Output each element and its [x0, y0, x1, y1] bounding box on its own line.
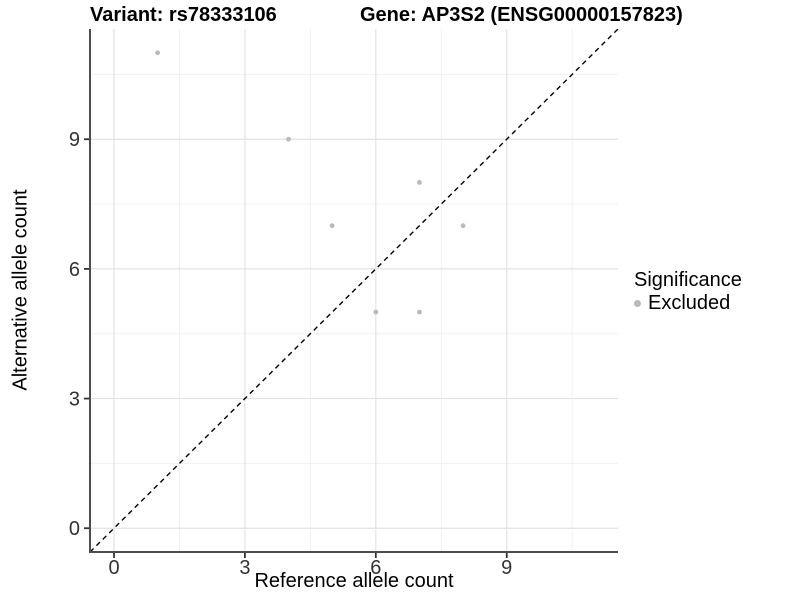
identity-dashed-line — [89, 28, 619, 553]
x-tick-label: 0 — [108, 557, 119, 579]
data-point — [417, 180, 422, 185]
plot-title-gene: Gene: AP3S2 (ENSG00000157823) — [360, 4, 683, 26]
y-tick-label: 0 — [69, 518, 80, 540]
data-point — [373, 309, 379, 315]
data-point — [417, 309, 422, 315]
data-point — [286, 136, 291, 142]
x-tick-label: 6 — [370, 557, 381, 579]
x-axis-title: Reference allele count — [254, 570, 454, 592]
x-tick-label: 9 — [501, 557, 512, 579]
y-tick-label: 6 — [69, 259, 80, 281]
legend-title: Significance — [634, 269, 742, 291]
y-tick-label: 9 — [69, 129, 80, 151]
plot-title-variant: Variant: rs78333106 — [90, 4, 277, 26]
y-tick-label: 3 — [69, 389, 80, 411]
x-tick-label: 3 — [239, 557, 250, 579]
legend-marker-circle-icon — [634, 299, 641, 307]
legend-item-excluded: Excluded — [634, 292, 742, 314]
legend-item-label: Excluded — [648, 292, 731, 314]
data-point — [329, 223, 335, 229]
legend: Significance Excluded — [634, 269, 742, 314]
data-point — [155, 50, 161, 56]
data-point — [460, 223, 466, 229]
